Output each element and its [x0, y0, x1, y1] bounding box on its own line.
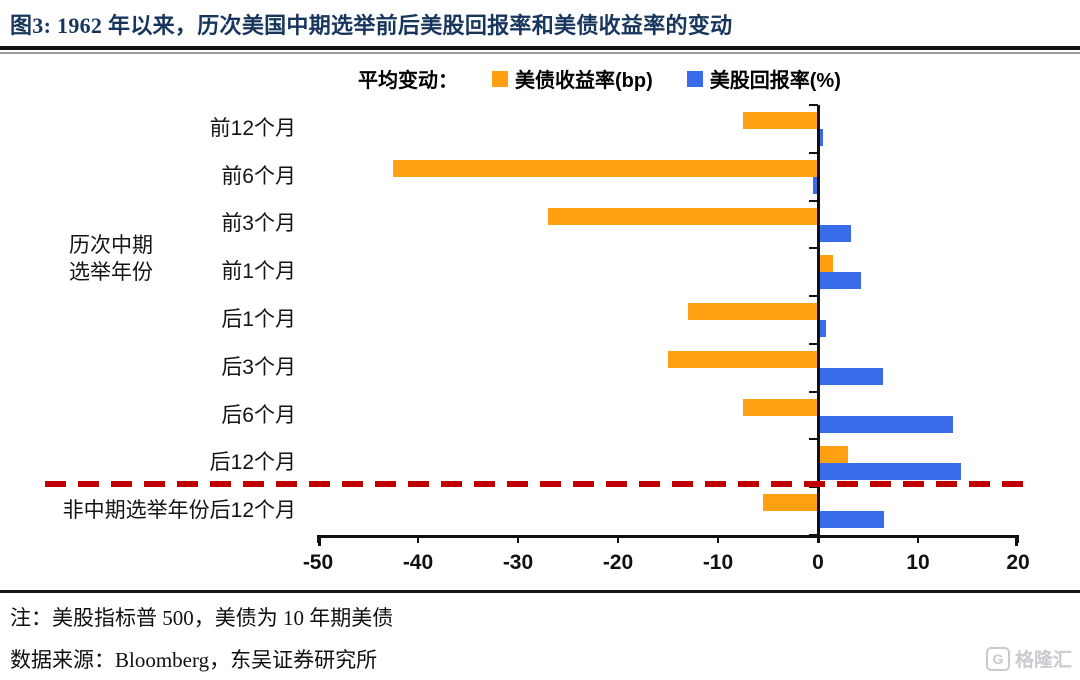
legend-item-stock: 美股回报率(%) [686, 64, 841, 93]
x-tick-label: 0 [812, 551, 824, 574]
x-tick-label: 10 [906, 551, 930, 574]
bar-bond-yield [548, 207, 818, 225]
chart-legend: 平均变动： 美债收益率(bp) 美股回报率(%) [358, 64, 841, 93]
x-axis-tick [317, 535, 319, 543]
figure-title: 图3: 1962 年以来，历次美国中期选举前后美股回报率和美债收益率的变动 [10, 13, 733, 38]
title-divider-thick [0, 46, 1080, 50]
axis-group-label: 历次中期 选举年份 [69, 234, 153, 284]
x-axis-end-tick [1015, 535, 1018, 546]
category-label: 非中期选举年份后12个月 [62, 499, 296, 523]
x-axis-tick [517, 535, 519, 543]
zero-axis-tick [809, 486, 818, 489]
zero-axis-tick [809, 438, 818, 441]
bar-bond-yield [763, 494, 818, 512]
zero-axis-tick [809, 247, 818, 250]
chart-note: 注：美股指标普 500，美债为 10 年期美债 [10, 606, 394, 630]
x-tick-label: -50 [302, 551, 334, 574]
category-label: 前6个月 [221, 164, 296, 188]
zero-axis-tick [809, 342, 818, 345]
bar-stock-return [818, 463, 961, 481]
bar-bond-yield [818, 255, 833, 273]
bar-stock-return [818, 415, 953, 433]
x-axis-tick [917, 535, 919, 543]
legend-item-bond: 美债收益率(bp) [492, 64, 653, 93]
bar-stock-return [818, 129, 823, 146]
separator-dashed-line [45, 481, 1030, 488]
x-tick-label: -20 [602, 551, 634, 574]
category-label: 后6个月 [221, 403, 296, 427]
x-axis-tick [717, 535, 719, 543]
legend-stock-label: 美股回报率(%) [709, 70, 841, 92]
data-source: 数据来源：Bloomberg，东吴证券研究所 [10, 648, 378, 672]
stock-swatch-icon [686, 70, 703, 87]
bar-bond-yield [688, 303, 818, 321]
category-label: 后1个月 [221, 308, 296, 331]
x-tick-label: -40 [402, 551, 434, 574]
gelonghui-watermark: G 格隆汇 [985, 645, 1072, 672]
x-axis-tick [1017, 535, 1019, 543]
bar-stock-return [818, 272, 861, 290]
gelonghui-logo-icon: G [985, 646, 1010, 671]
bar-stock-return [818, 367, 883, 385]
zero-axis-tick [809, 390, 818, 393]
zero-axis-tick [809, 104, 818, 106]
legend-bond-label: 美债收益率(bp) [515, 70, 653, 92]
category-label: 前12个月 [209, 116, 296, 140]
category-label: 后3个月 [221, 355, 296, 379]
x-axis-tick [617, 535, 619, 543]
x-tick-label: 20 [1006, 551, 1030, 574]
bar-stock-return [813, 176, 818, 194]
bar-stock-return [818, 224, 851, 242]
zero-axis-tick [809, 199, 818, 202]
zero-axis-tick [809, 295, 818, 298]
category-label: 前3个月 [221, 212, 296, 236]
bar-stock-return [818, 320, 826, 338]
title-divider-thin [0, 52, 1080, 54]
zero-axis-tick [809, 151, 818, 154]
footer-divider [0, 590, 1080, 593]
bar-bond-yield [668, 350, 818, 368]
zero-axis-line [817, 105, 820, 543]
category-label: 前1个月 [221, 260, 296, 284]
legend-caption: 平均变动： [358, 70, 458, 92]
bar-bond-yield [393, 159, 818, 177]
x-tick-label: -30 [502, 551, 534, 574]
bond-swatch-icon [492, 70, 508, 87]
gelonghui-watermark-text: 格隆汇 [1014, 650, 1072, 671]
x-tick-label: -10 [702, 551, 734, 574]
category-label: 后12个月 [209, 451, 296, 475]
bar-bond-yield [818, 446, 848, 464]
x-axis-end-tick [318, 535, 321, 546]
x-axis-tick [417, 535, 419, 543]
x-axis-line [318, 535, 1018, 538]
bar-bond-yield [743, 398, 818, 416]
bar-stock-return [818, 511, 884, 529]
bar-bond-yield [743, 112, 818, 129]
